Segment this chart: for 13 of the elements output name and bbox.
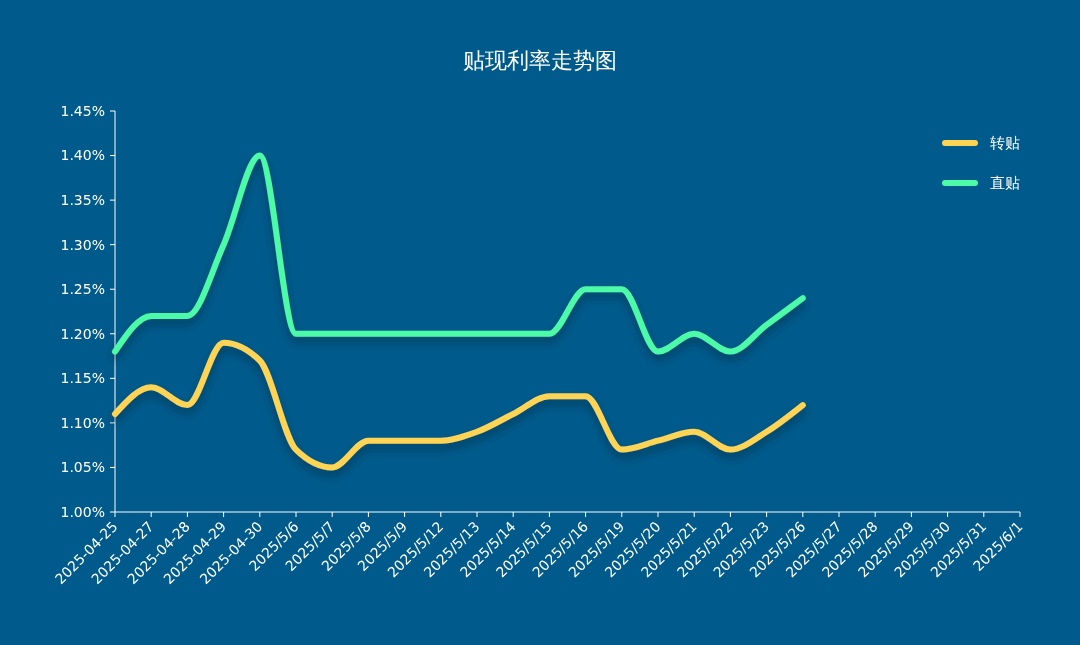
- y-tick-label: 1.25%: [60, 281, 105, 298]
- y-tick-label: 1.45%: [60, 102, 105, 119]
- y-tick-label: 1.15%: [60, 370, 105, 387]
- y-tick-label: 1.00%: [60, 503, 105, 520]
- legend-label: 直贴: [990, 174, 1020, 193]
- y-tick-label: 1.30%: [60, 236, 105, 253]
- y-tick-label: 1.20%: [60, 325, 105, 342]
- y-tick-label: 1.35%: [60, 192, 105, 209]
- y-tick-label: 1.10%: [60, 414, 105, 431]
- chart-title: 贴现利率走势图: [463, 48, 617, 73]
- y-tick-label: 1.40%: [60, 147, 105, 164]
- y-tick-label: 1.05%: [60, 459, 105, 476]
- legend-label: 转贴: [990, 134, 1020, 153]
